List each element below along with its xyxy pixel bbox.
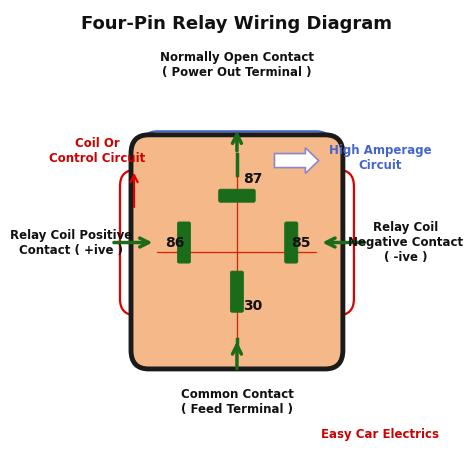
Text: Relay Coil
Negative Contact
( -ive ): Relay Coil Negative Contact ( -ive ) (348, 221, 464, 264)
FancyArrow shape (274, 148, 319, 173)
Text: Easy Car Electrics: Easy Car Electrics (321, 428, 439, 440)
Text: High Amperage
Circuit: High Amperage Circuit (329, 144, 432, 172)
Text: Normally Open Contact
( Power Out Terminal ): Normally Open Contact ( Power Out Termin… (160, 50, 314, 79)
FancyBboxPatch shape (230, 271, 244, 312)
Text: 86: 86 (165, 236, 185, 250)
FancyBboxPatch shape (131, 135, 343, 369)
FancyBboxPatch shape (177, 222, 191, 263)
Text: Four-Pin Relay Wiring Diagram: Four-Pin Relay Wiring Diagram (82, 16, 392, 33)
Text: Common Contact
( Feed Terminal ): Common Contact ( Feed Terminal ) (181, 388, 293, 416)
Text: Coil Or
Control Circuit: Coil Or Control Circuit (49, 137, 145, 165)
Text: 85: 85 (291, 236, 310, 250)
Text: Relay Coil Positive
Contact ( +ive ): Relay Coil Positive Contact ( +ive ) (10, 228, 133, 257)
FancyBboxPatch shape (219, 189, 255, 202)
Text: 87: 87 (243, 172, 262, 187)
Text: 30: 30 (243, 299, 262, 313)
FancyBboxPatch shape (284, 222, 298, 263)
